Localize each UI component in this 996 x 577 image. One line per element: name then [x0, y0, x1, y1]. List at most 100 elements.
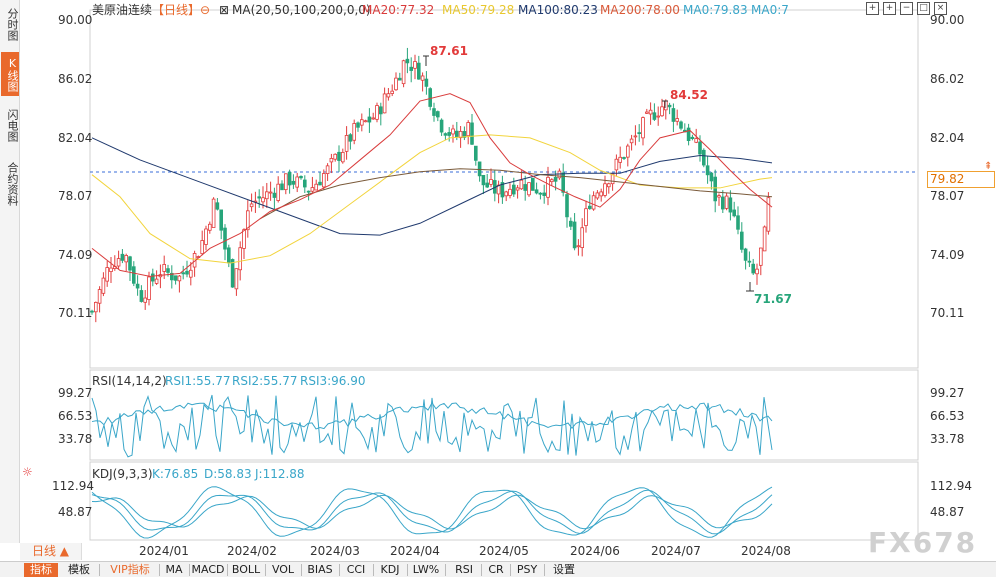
candle-body — [97, 289, 102, 304]
tab-divider — [445, 564, 446, 576]
tab-macd[interactable]: MACD — [191, 563, 225, 576]
candle-body — [572, 221, 577, 249]
sun-icon[interactable]: ☼ — [22, 465, 33, 479]
candle-body — [546, 176, 550, 198]
tab-divider — [301, 564, 302, 576]
candle-body — [614, 158, 619, 171]
candle-body — [641, 117, 645, 139]
candle-body — [626, 145, 630, 158]
rsi-title: RSI(14,14,2) — [92, 374, 167, 388]
high-annotation: 84.52 — [670, 88, 708, 102]
candle-body — [580, 227, 584, 248]
tab-divider — [339, 564, 340, 576]
ma100-value: MA100:80.23 — [518, 3, 598, 17]
crosshair-icon[interactable]: + — [866, 2, 879, 15]
tab-bias[interactable]: BIAS — [307, 563, 333, 576]
zoom-out-icon[interactable]: − — [900, 2, 913, 15]
candle-body — [310, 187, 315, 192]
tab-boll[interactable]: BOLL — [231, 563, 261, 576]
candle-body — [656, 115, 660, 118]
tab-templates[interactable]: 模板 — [68, 563, 90, 576]
fullscreen-icon[interactable]: □ — [917, 2, 930, 15]
candle-body — [512, 184, 516, 195]
price-tick-right: 82.04 — [930, 131, 965, 145]
tab-timeshare[interactable]: 分时图 — [6, 7, 19, 41]
candle-body — [268, 191, 273, 194]
tab-vip-indicators[interactable]: VIP指标 — [110, 563, 150, 576]
period-tag: 【日线】 — [152, 3, 201, 17]
candle-body — [443, 133, 448, 136]
period-selector[interactable]: 日线 ▲ — [20, 543, 82, 560]
candle-body — [120, 253, 125, 261]
tab-vol[interactable]: VOL — [271, 563, 295, 576]
tab-psy[interactable]: PSY — [516, 563, 538, 576]
chart-canvas[interactable] — [0, 0, 996, 561]
candle-body — [550, 179, 554, 183]
tab-settings[interactable]: 设置 — [553, 563, 575, 576]
ma-toggle-icon[interactable]: ⊠ — [219, 3, 230, 17]
candle-body — [713, 176, 717, 202]
tab-cr[interactable]: CR — [488, 563, 504, 576]
candle-body — [534, 189, 539, 194]
tab-divider — [159, 564, 160, 576]
candle-body — [607, 183, 611, 188]
sidebar: 分时图 K线图 闪电图 合约资料 — [0, 0, 20, 543]
ma200-line — [259, 168, 773, 220]
candle-body — [105, 267, 110, 282]
candle-body — [390, 90, 394, 94]
ma20-line — [91, 93, 773, 277]
candle-body — [576, 245, 581, 248]
candle-body — [747, 260, 752, 263]
candle-body — [694, 138, 698, 143]
candle-body — [565, 194, 569, 218]
candle-body — [759, 247, 763, 266]
kdj-tick-right: 112.94 — [930, 479, 972, 493]
candle-body — [329, 158, 334, 163]
tab-kline[interactable]: K线图 — [1, 52, 19, 96]
rsi-tick-left: 99.27 — [58, 386, 93, 400]
candle-body — [249, 203, 254, 208]
tab-divider — [373, 564, 374, 576]
candle-body — [766, 197, 771, 232]
settings-icon[interactable]: ⊖ — [200, 3, 211, 17]
candle-body — [470, 122, 474, 145]
tab-indicators[interactable]: 指标 — [24, 563, 58, 577]
price-tick-left: 70.11 — [58, 306, 93, 320]
tab-contract-info[interactable]: 合约资料 — [6, 162, 19, 206]
rsi3-value: RSI3:96.90 — [300, 374, 366, 388]
tab-lw[interactable]: LW% — [412, 563, 440, 576]
candle-body — [519, 179, 524, 190]
candle-body — [561, 172, 565, 193]
time-tick: 2024/01 — [139, 544, 189, 558]
price-tick-left: 74.09 — [58, 248, 93, 262]
ma0-value-b: MA0:7 — [751, 3, 789, 17]
candle-body — [94, 302, 98, 313]
tab-kdj[interactable]: KDJ — [380, 563, 400, 576]
tab-ma[interactable]: MA — [165, 563, 183, 576]
candle-body — [314, 183, 318, 191]
candle-body — [135, 283, 140, 289]
candle-body — [143, 297, 148, 303]
tab-rsi[interactable]: RSI — [455, 563, 473, 576]
candle-body — [698, 141, 702, 155]
candle-body — [367, 116, 372, 123]
price-tick-right: 78.07 — [930, 189, 965, 203]
candlestick-series — [90, 47, 771, 323]
price-arrow-icon: ⇞ — [984, 161, 993, 172]
candle-body — [215, 202, 220, 210]
candle-body — [622, 157, 626, 159]
candle-body — [295, 176, 299, 188]
tab-flash[interactable]: 闪电图 — [6, 108, 19, 142]
candle-body — [458, 131, 463, 139]
candle-body — [728, 197, 733, 213]
candle-body — [348, 134, 353, 142]
rsi-lines — [91, 394, 773, 458]
tab-cci[interactable]: CCI — [346, 563, 366, 576]
close-icon[interactable]: × — [934, 2, 947, 15]
zoom-in-icon[interactable]: + — [883, 2, 896, 15]
kdj-panel-frame — [89, 461, 919, 541]
candle-body — [660, 106, 664, 117]
candle-body — [340, 152, 345, 163]
candle-body — [333, 153, 337, 160]
candle-body — [435, 111, 440, 118]
